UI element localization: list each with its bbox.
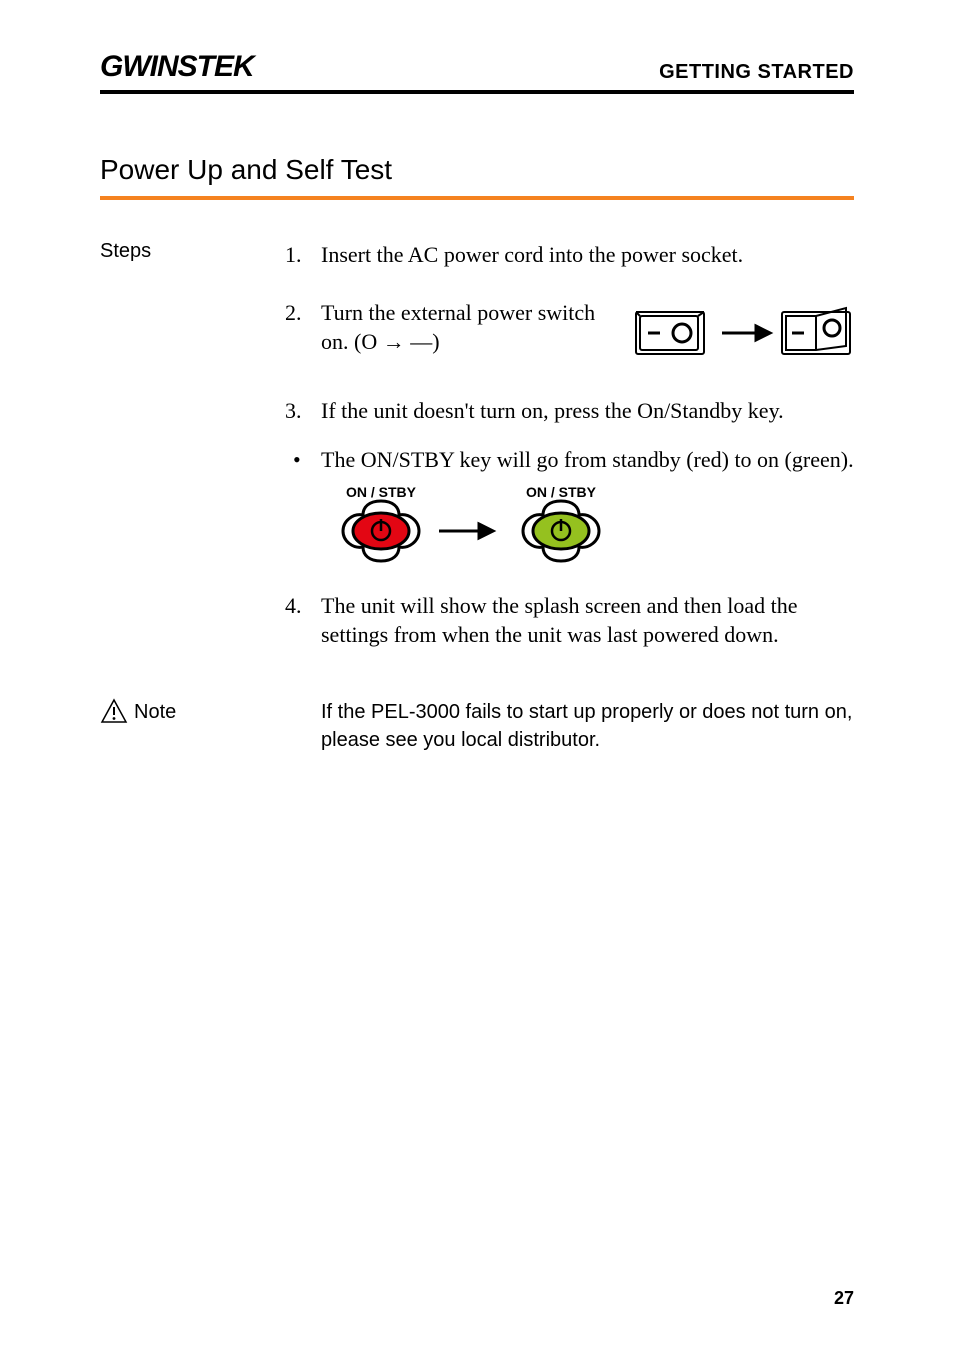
brand-logo: GWINSTEK bbox=[100, 50, 254, 84]
note-block: Note If the PEL-3000 fails to start up p… bbox=[100, 698, 854, 754]
stby-label-right: ON / STBY bbox=[526, 484, 597, 500]
note-body: If the PEL-3000 fails to start up proper… bbox=[285, 698, 854, 754]
on-stby-diagram: ON / STBY bbox=[321, 483, 854, 571]
steps-list: Insert the AC power cord into the power … bbox=[285, 240, 854, 425]
note-label-text: Note bbox=[134, 701, 176, 724]
stby-button-green bbox=[523, 501, 599, 561]
step-3-text: If the unit doesn't turn on, press the O… bbox=[321, 398, 784, 423]
stby-button-red bbox=[343, 501, 419, 561]
steps-body: Insert the AC power cord into the power … bbox=[285, 240, 854, 678]
warning-icon bbox=[100, 698, 128, 726]
step-4-text: The unit will show the splash screen and… bbox=[321, 593, 798, 648]
step-3-bullet-text: The ON/STBY key will go from standby (re… bbox=[321, 447, 854, 472]
steps-list-cont: The unit will show the splash screen and… bbox=[285, 591, 854, 650]
step-2-text: Turn the external power switch on. (O → … bbox=[321, 298, 606, 357]
power-switch-diagram bbox=[634, 298, 854, 368]
section-header-label: GETTING STARTED bbox=[659, 61, 854, 84]
page: GWINSTEK GETTING STARTED Power Up and Se… bbox=[0, 0, 954, 1349]
step-1-text: Insert the AC power cord into the power … bbox=[321, 242, 743, 267]
stby-label-left: ON / STBY bbox=[346, 484, 417, 500]
note-label: Note bbox=[100, 698, 265, 726]
step-4: The unit will show the splash screen and… bbox=[285, 591, 854, 650]
page-header: GWINSTEK GETTING STARTED bbox=[100, 50, 854, 94]
step-3-bullet: The ON/STBY key will go from standby (re… bbox=[285, 445, 854, 570]
steps-label: Steps bbox=[100, 240, 265, 263]
section-title: Power Up and Self Test bbox=[100, 154, 854, 200]
steps-block: Steps Insert the AC power cord into the … bbox=[100, 240, 854, 678]
step-3: If the unit doesn't turn on, press the O… bbox=[285, 396, 854, 426]
step-2: Turn the external power switch on. (O → … bbox=[285, 298, 854, 368]
arrow-icon bbox=[439, 524, 493, 538]
step-1: Insert the AC power cord into the power … bbox=[285, 240, 854, 270]
step-3-bullet-list: The ON/STBY key will go from standby (re… bbox=[285, 445, 854, 570]
page-number: 27 bbox=[834, 1288, 854, 1309]
